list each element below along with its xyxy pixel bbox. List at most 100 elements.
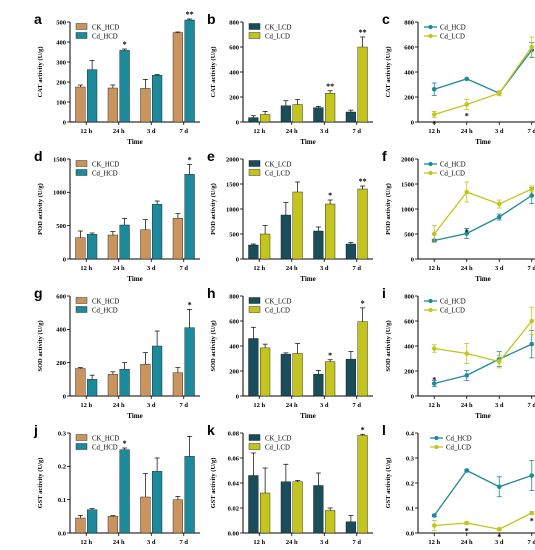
bar-Cd_LCD-12h	[260, 347, 271, 397]
bar-Cd_HCD-24h	[119, 50, 130, 123]
y-tick-label: 2000	[226, 156, 239, 163]
y-tick-label: 0	[63, 256, 66, 263]
bar-CK_LCD-12h	[248, 244, 259, 260]
x-tick-label: 7 d	[353, 539, 362, 546]
bar-CK_LCD-24h	[280, 105, 291, 123]
bar-CK_HCD-3d	[140, 88, 151, 123]
legend-label: Cd_LCD	[265, 445, 290, 452]
y-tick-label: 0.2	[406, 480, 414, 487]
y-tick-label: 0	[63, 393, 66, 400]
legend-label: Cd_LCD	[265, 34, 290, 41]
y-tick-label: 800	[404, 19, 414, 26]
legend-label: CK_LCD	[265, 436, 292, 443]
x-tick-label: 24 h	[113, 128, 125, 135]
bar-Cd_HCD-3d	[152, 471, 163, 534]
legend-marker	[428, 33, 433, 39]
bar-Cd_LCD-12h	[260, 233, 271, 260]
point-Cd_HCD-12h	[431, 86, 437, 92]
bar-Cd_HCD-24h	[119, 449, 130, 534]
x-tick-label: 12 h	[80, 402, 92, 409]
y-tick-label: 1500	[401, 181, 414, 188]
bar-Cd_HCD-3d	[152, 204, 163, 260]
x-axis-title: Time	[475, 138, 490, 146]
bar-Cd_LCD-7d	[357, 435, 368, 534]
significance-mark: *	[530, 516, 534, 525]
significance-mark: *	[188, 300, 192, 309]
x-tick-label: 24 h	[461, 539, 473, 546]
chart-panel-f: f 0 500 1000 1500 2000 12 h 24 h 3 d 7 d Time POD a…	[382, 148, 535, 283]
bar-Cd_LCD-7d	[357, 188, 368, 260]
chart-panel-a: a 0 100 200 300 400 500 12 h 24 h 3 d 7 d Time CAT a…	[34, 10, 200, 146]
y-axis-title: GST activity (U/g)	[385, 458, 392, 509]
y-tick-label: 500	[229, 231, 239, 238]
significance-mark: *	[432, 120, 436, 129]
chart-panel-j: j0.00.10.20.312 h24 h3 d7 dTimeGST activ…	[33, 422, 200, 550]
legend-label: Cd_LCD	[440, 308, 465, 315]
point-Cd_LCD-3d	[496, 90, 502, 96]
legend-swatch	[75, 434, 88, 441]
bar-Cd_HCD-7d	[184, 327, 195, 397]
bar-CK_HCD-3d	[140, 229, 151, 260]
point-Cd_LCD-7d	[529, 186, 535, 192]
legend-label: CK_HCD	[92, 299, 119, 306]
x-tick-label: 3 d	[320, 128, 329, 135]
bar-Cd_HCD-12h	[87, 509, 98, 534]
point-Cd_LCD-24h	[464, 351, 470, 356]
legend-label: CK_HCD	[92, 25, 119, 32]
bar-CK_LCD-7d	[345, 243, 356, 260]
point-Cd_HCD-24h	[464, 231, 470, 236]
legend-swatch	[248, 297, 261, 304]
legend-label: Cd_HCD	[92, 34, 118, 41]
bar-Cd_LCD-3d	[325, 203, 336, 260]
legend-marker	[428, 170, 433, 176]
y-tick-label: 0	[411, 393, 414, 400]
y-axis-title: POD activity (U/g)	[210, 183, 217, 235]
bar-CK_LCD-24h	[280, 353, 291, 397]
legend-swatch	[248, 306, 261, 313]
x-tick-label: 7 d	[528, 402, 535, 409]
x-tick-label: 12 h	[80, 539, 92, 546]
x-tick-label: 3 d	[147, 265, 156, 272]
y-tick-label: 600	[229, 44, 239, 51]
legend-swatch	[248, 160, 261, 167]
significance-mark: *	[361, 425, 365, 434]
bar-Cd_HCD-12h	[87, 234, 98, 260]
x-axis-title: Time	[127, 138, 142, 146]
significance-mark: *	[328, 191, 332, 200]
y-tick-label: 400	[229, 69, 239, 76]
bar-Cd_LCD-24h	[292, 104, 303, 123]
line-series-Cd_LCD	[434, 46, 533, 116]
bar-CK_HCD-12h	[75, 517, 86, 534]
y-tick-label: 400	[404, 69, 414, 76]
y-tick-label: 0.02	[228, 505, 239, 512]
y-axis-title: SOD activity (U/g)	[37, 320, 44, 371]
bar-Cd_LCD-7d	[357, 321, 368, 397]
x-axis-title: Time	[475, 275, 490, 283]
x-axis-title: Time	[127, 412, 142, 420]
bar-CK_LCD-12h	[248, 117, 259, 123]
y-axis-title: POD activity (U/g)	[37, 183, 44, 235]
x-tick-label: 7 d	[353, 265, 362, 272]
x-tick-label: 12 h	[428, 402, 440, 409]
bar-Cd_LCD-24h	[292, 191, 303, 260]
legend-swatch	[75, 160, 88, 167]
point-Cd_LCD-7d	[529, 510, 535, 516]
x-tick-label: 7 d	[180, 265, 189, 272]
panel-letter: h	[207, 285, 216, 301]
x-tick-label: 24 h	[461, 128, 473, 135]
bar-CK_HCD-12h	[75, 237, 86, 260]
y-tick-label: 500	[404, 231, 414, 238]
x-axis-title: Time	[300, 275, 315, 283]
x-tick-label: 24 h	[113, 265, 125, 272]
panel-letter: i	[382, 285, 386, 301]
bar-CK_HCD-7d	[172, 372, 183, 397]
x-tick-label: 3 d	[495, 402, 504, 409]
legend-marker	[428, 298, 433, 304]
y-tick-label: 800	[229, 19, 239, 26]
y-tick-label: 0	[236, 393, 239, 400]
bar-Cd_LCD-3d	[325, 93, 336, 123]
y-tick-label: 0.1	[406, 505, 414, 512]
bar-CK_HCD-7d	[172, 32, 183, 123]
y-tick-label: 100	[56, 99, 66, 106]
legend-label: CK_HCD	[92, 162, 119, 169]
